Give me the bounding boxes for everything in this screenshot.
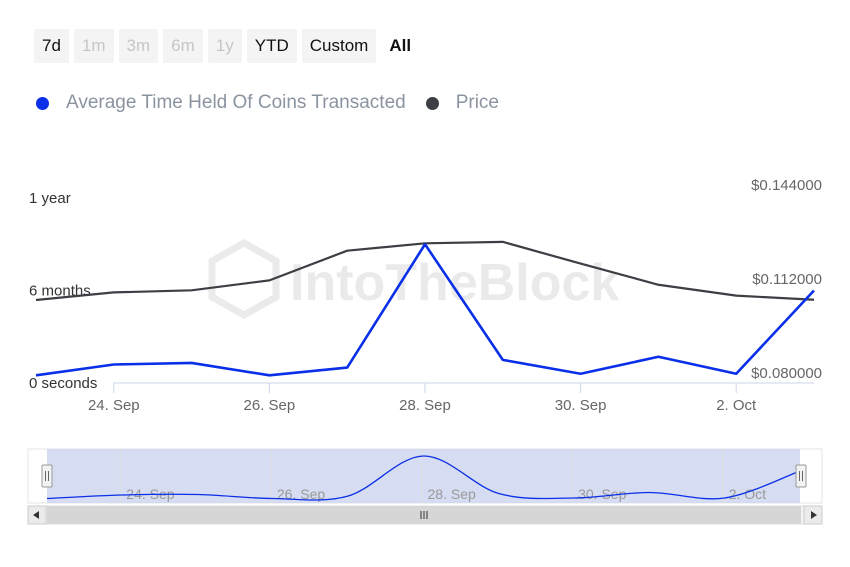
- x-tick-label: 2. Oct: [716, 397, 757, 414]
- handle-body[interactable]: [41, 464, 53, 488]
- y-right-tick-label: $0.112000: [752, 271, 822, 288]
- range-selector: 7d 1m 3m 6m 1y YTD Custom All: [34, 29, 419, 63]
- legend-item-0[interactable]: Average Time Held Of Coins Transacted: [36, 92, 406, 114]
- range-button-custom[interactable]: Custom: [301, 29, 377, 63]
- y-right-tick-label: $0.144000: [751, 177, 822, 194]
- scrollbar-left-button[interactable]: [27, 505, 47, 525]
- x-tick-label: 30. Sep: [555, 397, 607, 414]
- watermark-text: IntoTheBlock: [290, 254, 619, 312]
- range-button-3m[interactable]: 3m: [118, 29, 159, 63]
- navigator-tick-label: 26. Sep: [277, 486, 325, 502]
- legend-marker: [36, 96, 49, 110]
- navigator-tick-label: 30. Sep: [578, 486, 626, 502]
- x-tick-label: 28. Sep: [399, 397, 451, 414]
- navigator-tick-label: 28. Sep: [428, 486, 476, 502]
- range-button-1m[interactable]: 1m: [73, 29, 114, 63]
- scrollbar-right-button[interactable]: [803, 505, 823, 525]
- y-left-tick-label: 0 seconds: [29, 375, 97, 392]
- y-left-tick-label: 1 year: [29, 190, 71, 207]
- range-button-6m[interactable]: 6m: [163, 29, 203, 63]
- triangle-right-icon: [811, 511, 817, 519]
- chart-legend: Average Time Held Of Coins Transacted Pri…: [36, 92, 519, 114]
- legend-label: Average Time Held Of Coins Transacted: [66, 92, 406, 113]
- x-tick-label: 26. Sep: [244, 397, 296, 414]
- legend-label: Price: [455, 92, 499, 113]
- navigator: 24. Sep 26. Sep 28. Sep 30. Sep 2. Oct: [27, 448, 823, 525]
- range-button-ytd[interactable]: YTD: [246, 29, 297, 63]
- range-button-all[interactable]: All: [389, 36, 412, 55]
- handle-body[interactable]: [795, 464, 807, 488]
- y-right-tick-label: $0.080000: [751, 365, 822, 382]
- triangle-left-icon: [33, 511, 39, 519]
- x-tick-label: 24. Sep: [88, 397, 140, 414]
- navigator-handle-right[interactable]: [795, 464, 807, 488]
- navigator-series-line: [46, 455, 801, 501]
- range-button-1y[interactable]: 1y: [207, 29, 242, 63]
- watermark: IntoTheBlock: [208, 238, 619, 320]
- series-line-time-held: [35, 242, 815, 377]
- legend-marker: [425, 96, 439, 110]
- range-button-7d[interactable]: 7d: [34, 29, 69, 63]
- navigator-tick-label: 2. Oct: [729, 486, 766, 502]
- watermark-logo-icon: [208, 238, 280, 320]
- navigator-handle-left[interactable]: [41, 464, 53, 488]
- legend-item-1[interactable]: Price: [425, 92, 499, 114]
